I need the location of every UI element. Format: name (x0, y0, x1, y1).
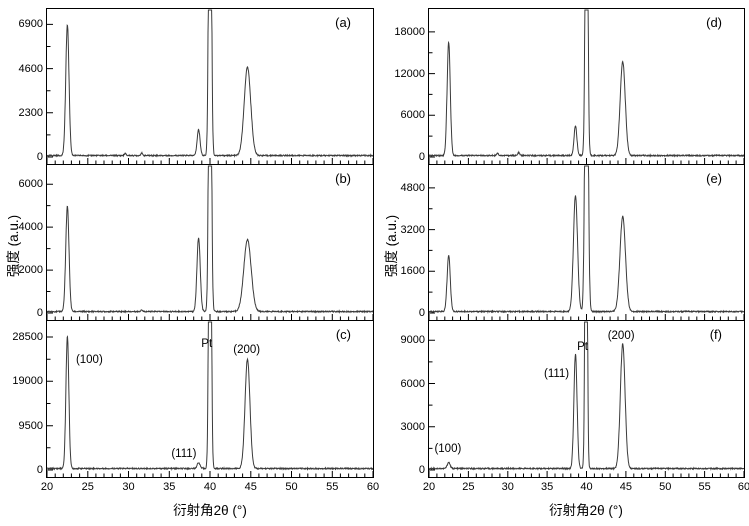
x-tick-label: 60 (737, 481, 749, 493)
y-tick-label: 0 (36, 151, 43, 163)
y-tick-label: 3200 (400, 223, 425, 236)
y-tick-label: 18000 (394, 25, 425, 38)
panel-letter-a: (a) (335, 15, 351, 30)
x-tick-label: 45 (244, 481, 257, 493)
y-tick-label: 4000 (18, 221, 43, 234)
panel-letter-f: (f) (709, 327, 722, 342)
y-tick-label: 4800 (400, 181, 425, 194)
peak-annotation: (111) (171, 448, 197, 461)
y-tick-label: 19000 (12, 375, 43, 388)
y-tick-label: 6000 (18, 178, 43, 191)
panel-letter-e: (e) (706, 171, 722, 186)
xrd-curve (429, 9, 744, 158)
y-tick-label: 28500 (12, 331, 43, 343)
y-tick-label: 4600 (18, 62, 43, 75)
xrd-curve (47, 9, 373, 158)
panel-letter-d: (d) (706, 15, 722, 30)
y-tick-label: 0 (418, 307, 425, 319)
x-tick-label: 55 (698, 481, 711, 493)
y-tick-label: 0 (36, 464, 43, 476)
x-tick-label: 25 (81, 481, 94, 493)
y-tick-label: 1600 (400, 265, 425, 278)
x-tick-label: 40 (580, 481, 593, 493)
y-tick-label: 9500 (18, 419, 43, 432)
xrd-plot-c (47, 321, 373, 477)
x-tick-label: 50 (659, 481, 672, 493)
x-tick-label: 20 (40, 481, 54, 493)
y-tick-label: 12000 (394, 67, 425, 80)
x-tick-label: 30 (501, 481, 514, 493)
y-tick-label: 6900 (18, 18, 43, 31)
peak-annotation: Pt (577, 340, 588, 353)
y-tick-label: 3000 (400, 420, 425, 433)
xrd-plot-e (429, 165, 744, 320)
xrd-curve (47, 165, 373, 314)
x-tick-label: 50 (285, 481, 298, 493)
xrd-curve (47, 321, 373, 471)
y-tick-label: 0 (418, 464, 425, 476)
panel-letter-b: (b) (335, 171, 351, 186)
xrd-plot-b (47, 165, 373, 320)
x-tick-label: 60 (366, 481, 380, 493)
peak-annotation: (100) (75, 354, 103, 367)
xrd-curve (429, 321, 744, 471)
x-axis-label-left: 衍射角2θ (°) (173, 503, 247, 518)
panel-b: (b) (46, 164, 374, 321)
xrd-plot-f (429, 321, 744, 477)
panel-c: (c) (46, 320, 374, 478)
y-tick-label: 2300 (18, 106, 43, 119)
peak-annotation: (200) (233, 344, 261, 356)
y-tick-label: 2000 (18, 264, 43, 277)
x-tick-label: 20 (422, 481, 436, 493)
x-tick-label: 55 (326, 481, 339, 493)
panel-e: (e) (428, 164, 745, 321)
x-tick-label: 30 (122, 481, 135, 493)
x-axis-label-right: 衍射角2θ (°) (549, 503, 623, 518)
peak-annotation: (100) (434, 442, 462, 455)
y-tick-label: 6000 (400, 377, 425, 390)
x-tick-label: 35 (541, 481, 554, 493)
y-axis-label-right: 强度 (a.u.) (384, 214, 399, 278)
peak-annotation: Pt (201, 337, 213, 350)
x-tick-label: 40 (203, 481, 217, 493)
peak-annotation: (111) (543, 367, 570, 380)
x-tick-label: 35 (163, 481, 176, 493)
peak-annotation: (200) (607, 330, 635, 343)
y-tick-label: 0 (418, 151, 425, 163)
x-tick-label: 25 (462, 481, 475, 493)
panel-d: (d) (428, 8, 745, 165)
xrd-plot-d (429, 9, 744, 164)
x-tick-label: 45 (619, 481, 632, 493)
panel-a: (a) (46, 8, 374, 165)
panel-letter-c: (c) (335, 327, 351, 342)
xrd-plot-a (47, 9, 373, 164)
y-tick-label: 6000 (400, 109, 425, 122)
y-tick-label: 9000 (400, 334, 425, 347)
panel-f: (f) (428, 320, 745, 478)
xrd-curve (429, 165, 744, 314)
y-axis-label-left: 强度 (a.u.) (6, 214, 21, 278)
y-tick-label: 0 (36, 307, 43, 319)
